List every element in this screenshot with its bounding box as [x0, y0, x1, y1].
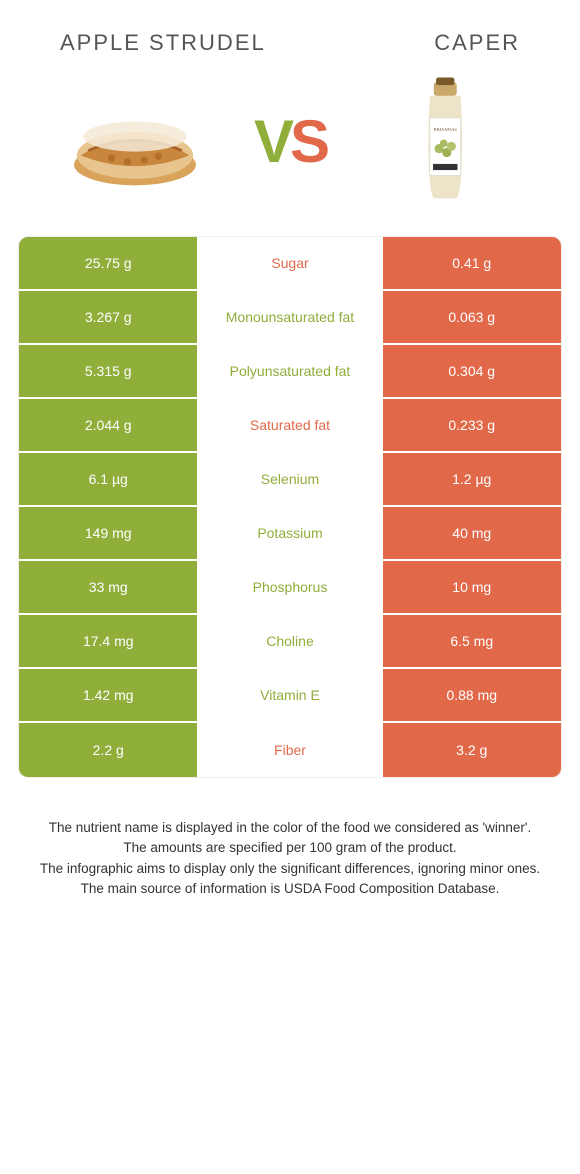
- images-row: VS BRIANNAS: [0, 66, 580, 236]
- table-row: 5.315 gPolyunsaturated fat0.304 g: [19, 345, 561, 399]
- header: Apple strudel Caper: [0, 0, 580, 66]
- vs-v: V: [254, 108, 290, 175]
- table-row: 6.1 µgSelenium1.2 µg: [19, 453, 561, 507]
- left-value: 149 mg: [19, 507, 199, 559]
- right-food-title: Caper: [434, 30, 520, 56]
- left-food-title: Apple strudel: [60, 30, 266, 56]
- nutrient-label: Sugar: [199, 237, 380, 289]
- left-value: 3.267 g: [19, 291, 199, 343]
- footer-line: The nutrient name is displayed in the co…: [25, 818, 555, 838]
- right-value: 0.41 g: [381, 237, 561, 289]
- vs-s: S: [290, 108, 326, 175]
- footer-line: The infographic aims to display only the…: [25, 859, 555, 879]
- left-food-image: [60, 76, 210, 206]
- table-row: 33 mgPhosphorus10 mg: [19, 561, 561, 615]
- nutrient-label: Vitamin E: [199, 669, 380, 721]
- right-value: 40 mg: [381, 507, 561, 559]
- nutrient-label: Saturated fat: [199, 399, 380, 451]
- nutrient-label: Potassium: [199, 507, 380, 559]
- right-value: 0.88 mg: [381, 669, 561, 721]
- table-row: 149 mgPotassium40 mg: [19, 507, 561, 561]
- nutrient-label: Selenium: [199, 453, 380, 505]
- right-value: 0.304 g: [381, 345, 561, 397]
- left-value: 33 mg: [19, 561, 199, 613]
- left-value: 6.1 µg: [19, 453, 199, 505]
- right-value: 10 mg: [381, 561, 561, 613]
- nutrient-table: 25.75 gSugar0.41 g3.267 gMonounsaturated…: [18, 236, 562, 778]
- footer-line: The main source of information is USDA F…: [25, 879, 555, 899]
- nutrient-label: Polyunsaturated fat: [199, 345, 380, 397]
- right-value: 1.2 µg: [381, 453, 561, 505]
- caper-bottle-icon: BRIANNAS: [407, 76, 483, 206]
- right-value: 6.5 mg: [381, 615, 561, 667]
- nutrient-label: Monounsaturated fat: [199, 291, 380, 343]
- apple-strudel-icon: [60, 85, 210, 198]
- nutrient-label: Choline: [199, 615, 380, 667]
- table-row: 2.2 gFiber3.2 g: [19, 723, 561, 777]
- table-row: 17.4 mgCholine6.5 mg: [19, 615, 561, 669]
- table-row: 3.267 gMonounsaturated fat0.063 g: [19, 291, 561, 345]
- right-value: 3.2 g: [381, 723, 561, 777]
- footer-notes: The nutrient name is displayed in the co…: [0, 778, 580, 899]
- table-row: 25.75 gSugar0.41 g: [19, 237, 561, 291]
- table-row: 2.044 gSaturated fat0.233 g: [19, 399, 561, 453]
- left-value: 5.315 g: [19, 345, 199, 397]
- right-value: 0.063 g: [381, 291, 561, 343]
- left-value: 17.4 mg: [19, 615, 199, 667]
- nutrient-label: Phosphorus: [199, 561, 380, 613]
- table-row: 1.42 mgVitamin E0.88 mg: [19, 669, 561, 723]
- nutrient-label: Fiber: [199, 723, 380, 777]
- left-value: 2.044 g: [19, 399, 199, 451]
- vs-label: VS: [254, 107, 326, 176]
- right-value: 0.233 g: [381, 399, 561, 451]
- left-value: 25.75 g: [19, 237, 199, 289]
- footer-line: The amounts are specified per 100 gram o…: [25, 838, 555, 858]
- right-food-image: BRIANNAS: [370, 76, 520, 206]
- svg-text:BRIANNAS: BRIANNAS: [433, 127, 457, 132]
- left-value: 1.42 mg: [19, 669, 199, 721]
- left-value: 2.2 g: [19, 723, 199, 777]
